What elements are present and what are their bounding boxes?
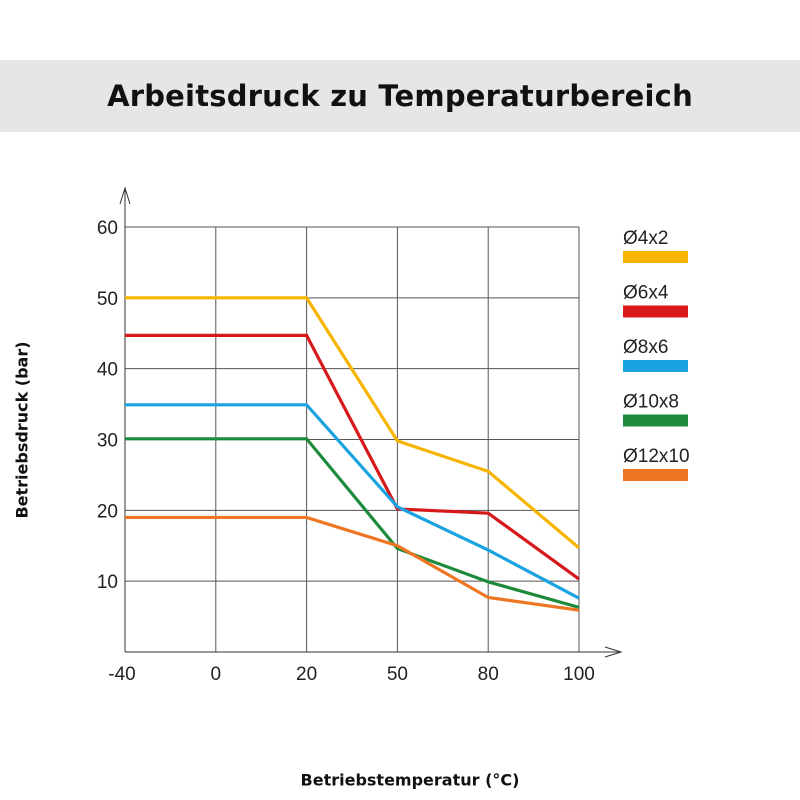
- x-axis-arrow: [604, 646, 623, 658]
- x-tick-label: 20: [296, 664, 317, 685]
- legend-swatch: [623, 360, 688, 372]
- series-line-3: [125, 403, 580, 600]
- y-tick-label: 30: [97, 431, 118, 452]
- axes: [119, 186, 623, 658]
- x-axis-label: Betriebstemperatur (°C): [300, 770, 520, 790]
- title-bar: Arbeitsdruck zu Temperaturbereich: [0, 60, 800, 132]
- y-tick-label: 10: [97, 572, 118, 593]
- x-tick-label: -40: [108, 664, 135, 685]
- tick-labels: 10 20 30 40 50 60 -40 0 20 50 80 100: [97, 218, 595, 685]
- legend-label: Ø8x6: [623, 337, 668, 358]
- legend-swatch: [623, 251, 688, 263]
- y-tick-label: 40: [97, 360, 118, 381]
- x-tick-label: 100: [563, 664, 595, 685]
- x-tick-label: 0: [211, 664, 222, 685]
- y-tick-label: 20: [97, 501, 118, 522]
- x-tick-label: 80: [478, 664, 499, 685]
- legend-label: Ø10x8: [623, 392, 679, 413]
- legend-label: Ø12x10: [623, 446, 690, 467]
- y-axis-label: Betriebsdruck (bar): [12, 341, 32, 519]
- legend-swatch: [623, 305, 688, 318]
- series-line-2: [125, 333, 580, 581]
- legend-label: Ø6x4: [623, 283, 669, 304]
- y-tick-label: 60: [97, 218, 118, 239]
- series-line-1: [125, 296, 581, 550]
- series-line-4: [125, 437, 580, 609]
- legend-label: Ø4x2: [623, 228, 668, 249]
- legend-swatch: [623, 414, 688, 427]
- y-tick-label: 50: [97, 289, 118, 310]
- x-tick-label: 50: [387, 664, 408, 685]
- legend-swatch: [623, 469, 688, 481]
- y-axis-arrow: [119, 186, 131, 205]
- series-line-5: [125, 515, 580, 612]
- chart-title: Arbeitsdruck zu Temperaturbereich: [107, 79, 693, 113]
- legend: Ø4x2 Ø6x4 Ø8x6 Ø10x8 Ø12x10: [623, 228, 690, 481]
- series-lines: [125, 296, 581, 612]
